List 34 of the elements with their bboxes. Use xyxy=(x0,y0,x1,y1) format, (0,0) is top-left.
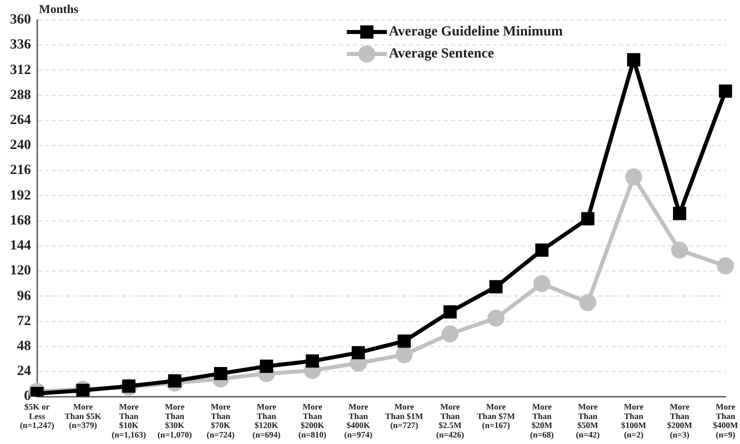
legend-label: Average Guideline Minimum xyxy=(388,24,564,40)
y-tick-label: 168 xyxy=(10,213,31,228)
x-tick-label: More Than $400M (n=9) xyxy=(712,401,738,440)
y-tick-label: 48 xyxy=(17,338,31,354)
y-tick-label: 72 xyxy=(17,314,31,329)
x-tick-label: $5K or Less (n=1,247) xyxy=(20,401,54,430)
x-tick-label: More Than $200K (n=810) xyxy=(298,401,327,440)
y-tick-label: 120 xyxy=(10,264,31,279)
x-tick-label: More Than $5K (n=379) xyxy=(64,401,102,430)
x-tick-label: More Than $30K (n=1,070) xyxy=(158,401,192,440)
x-tick-label: More Than $120K (n=694) xyxy=(252,401,281,440)
y-tick-label: 336 xyxy=(10,38,31,53)
y-tick-label: 312 xyxy=(10,62,31,78)
x-tick-label: More Than $7M (n=167) xyxy=(476,401,516,430)
x-tick-label: More Than $20M (n=68) xyxy=(530,401,554,440)
y-tick-label: 192 xyxy=(10,188,31,204)
y-axis-title: Months xyxy=(39,2,79,16)
x-tick-label: More Than $100M (n=2) xyxy=(621,401,646,440)
y-tick-label: 240 xyxy=(10,138,31,154)
y-tick-label: 288 xyxy=(10,88,31,103)
legend-label: Average Sentence xyxy=(388,46,494,62)
y-tick-label: 264 xyxy=(10,113,31,128)
x-tick-label: More Than $2.5M (n=426) xyxy=(436,401,464,440)
x-tick-label: More Than $200M (n=3) xyxy=(667,401,692,440)
y-tick-label: 216 xyxy=(10,163,31,178)
x-tick-label: More Than $10K (n=1,163) xyxy=(112,401,146,440)
y-tick-label: 24 xyxy=(17,364,31,380)
y-tick-label: 360 xyxy=(10,12,31,28)
y-tick-label: 144 xyxy=(10,238,31,254)
x-tick-label: More Than $50M (n=42) xyxy=(576,401,600,440)
x-tick-label: More Than $400K (n=974) xyxy=(344,401,372,440)
x-tick-label: More Than $70K (n=724) xyxy=(206,401,235,440)
x-tick-label: More Than $1M (n=727) xyxy=(385,401,424,430)
y-tick-label: 96 xyxy=(17,288,31,304)
